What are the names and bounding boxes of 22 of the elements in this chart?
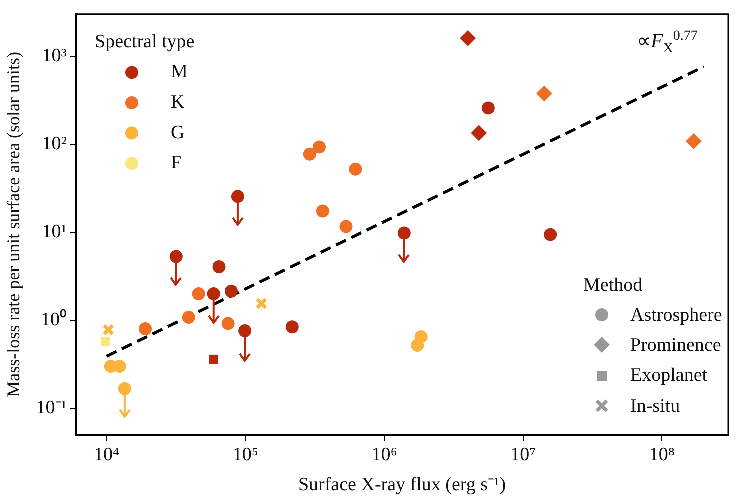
y-tick-label: 10⁰ [41,308,67,330]
x-tick-label: 10⁶ [372,444,398,466]
annotation: Exoplanet [630,365,708,386]
y-tick-label: 10¹ [42,221,68,242]
x-tick-label: 10⁷ [510,444,536,466]
annotation: Prominence [630,334,722,356]
annotation: In-situ [630,396,680,417]
legend-label: G [171,122,185,144]
x-axis-title: Surface X-ray flux (erg s⁻¹) [298,474,506,496]
legend-label: F [171,152,182,174]
y-tick-label: 10³ [42,45,68,66]
y-axis-title: Mass-loss rate per unit surface area (solar units) [4,52,24,398]
x-tick-label: 10⁴ [94,444,120,466]
legend-label: M [171,62,188,83]
x-tick-label: 10⁵ [232,444,258,466]
legend-label: K [171,92,185,113]
annotation: Astrosphere [630,304,722,326]
x-tick-label: 10⁸ [649,444,676,466]
y-tick-label: 10⁻¹ [36,397,68,418]
legend-title: Spectral type [95,31,195,52]
y-tick-label: 10² [42,133,68,154]
annotation: Method [584,274,644,298]
